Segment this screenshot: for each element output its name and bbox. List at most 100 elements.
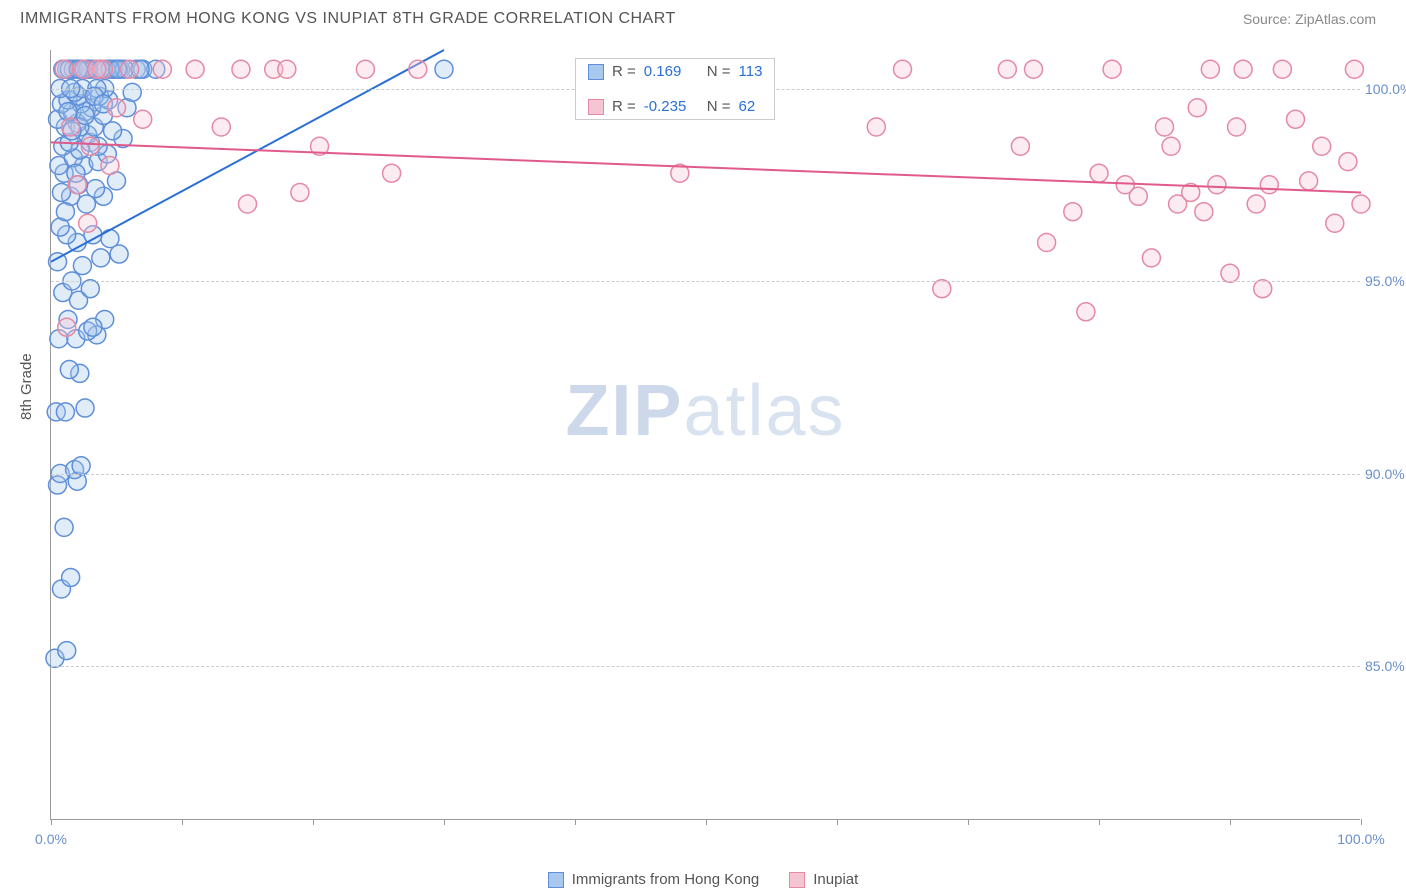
x-tick (51, 819, 52, 825)
data-point (108, 99, 126, 117)
data-point (1254, 280, 1272, 298)
data-point (1313, 137, 1331, 155)
source-attribution: Source: ZipAtlas.com (1243, 11, 1376, 27)
data-point (88, 60, 106, 78)
x-tick (575, 819, 576, 825)
data-point (212, 118, 230, 136)
data-point (1208, 176, 1226, 194)
series-legend: Immigrants from Hong KongInupiat (0, 871, 1406, 888)
data-point (1228, 118, 1246, 136)
data-point (1260, 176, 1278, 194)
data-point (121, 60, 139, 78)
data-point (1345, 60, 1363, 78)
data-point (101, 157, 119, 175)
legend-r-label: R = (612, 63, 636, 80)
scatter-svg (51, 50, 1360, 819)
data-point (1273, 60, 1291, 78)
x-tick (1099, 819, 1100, 825)
data-point (76, 399, 94, 417)
data-point (186, 60, 204, 78)
data-point (1077, 303, 1095, 321)
data-point (55, 60, 73, 78)
data-point (123, 83, 141, 101)
legend-item: Inupiat (789, 871, 858, 888)
data-point (1234, 60, 1252, 78)
data-point (998, 60, 1016, 78)
legend-r-value: 0.169 (644, 63, 699, 80)
legend-label: Inupiat (813, 871, 858, 888)
legend-swatch (588, 64, 604, 80)
data-point (1247, 195, 1265, 213)
y-tick-label: 85.0% (1365, 658, 1406, 674)
gridline-h (51, 281, 1360, 282)
data-point (79, 214, 97, 232)
data-point (87, 180, 105, 198)
data-point (62, 118, 80, 136)
x-tick-label: 0.0% (35, 831, 67, 847)
data-point (356, 60, 374, 78)
data-point (1129, 187, 1147, 205)
legend-r-label: R = (612, 98, 636, 115)
data-point (435, 60, 453, 78)
data-point (134, 110, 152, 128)
data-point (291, 183, 309, 201)
x-tick (1361, 819, 1362, 825)
data-point (1064, 203, 1082, 221)
data-point (1142, 249, 1160, 267)
data-point (56, 403, 74, 421)
data-point (1156, 118, 1174, 136)
legend-n-value: 62 (739, 98, 756, 115)
y-tick-label: 95.0% (1365, 273, 1406, 289)
x-tick (313, 819, 314, 825)
data-point (894, 60, 912, 78)
data-point (73, 257, 91, 275)
data-point (933, 280, 951, 298)
x-tick (182, 819, 183, 825)
data-point (1352, 195, 1370, 213)
data-point (92, 249, 110, 267)
y-tick-label: 100.0% (1365, 81, 1406, 97)
x-tick (968, 819, 969, 825)
data-point (1287, 110, 1305, 128)
y-axis-label: 8th Grade (18, 353, 35, 420)
data-point (278, 60, 296, 78)
data-point (1011, 137, 1029, 155)
x-tick (837, 819, 838, 825)
data-point (1326, 214, 1344, 232)
data-point (1195, 203, 1213, 221)
data-point (1162, 137, 1180, 155)
data-point (58, 642, 76, 660)
data-point (1300, 172, 1318, 190)
data-point (1188, 99, 1206, 117)
data-point (383, 164, 401, 182)
data-point (1090, 164, 1108, 182)
correlation-legend: R = 0.169 N = 113 R = -0.235 N = 62 (575, 58, 775, 120)
legend-r-value: -0.235 (644, 98, 699, 115)
data-point (60, 361, 78, 379)
data-point (239, 195, 257, 213)
legend-swatch (789, 872, 805, 888)
legend-row: R = -0.235 N = 62 (588, 98, 762, 115)
data-point (58, 318, 76, 336)
gridline-h (51, 666, 1360, 667)
data-point (1025, 60, 1043, 78)
data-point (409, 60, 427, 78)
legend-n-label: N = (707, 98, 731, 115)
data-point (55, 518, 73, 536)
data-point (1103, 60, 1121, 78)
y-tick-label: 90.0% (1365, 466, 1406, 482)
legend-swatch (548, 872, 564, 888)
data-point (232, 60, 250, 78)
data-point (1221, 264, 1239, 282)
chart-title: IMMIGRANTS FROM HONG KONG VS INUPIAT 8TH… (20, 10, 676, 28)
x-tick (1230, 819, 1231, 825)
legend-n-value: 113 (739, 63, 763, 80)
legend-swatch (588, 99, 604, 115)
data-point (56, 203, 74, 221)
x-tick (444, 819, 445, 825)
data-point (1201, 60, 1219, 78)
data-point (84, 318, 102, 336)
data-point (1339, 153, 1357, 171)
data-point (153, 60, 171, 78)
x-tick-label: 100.0% (1337, 831, 1384, 847)
